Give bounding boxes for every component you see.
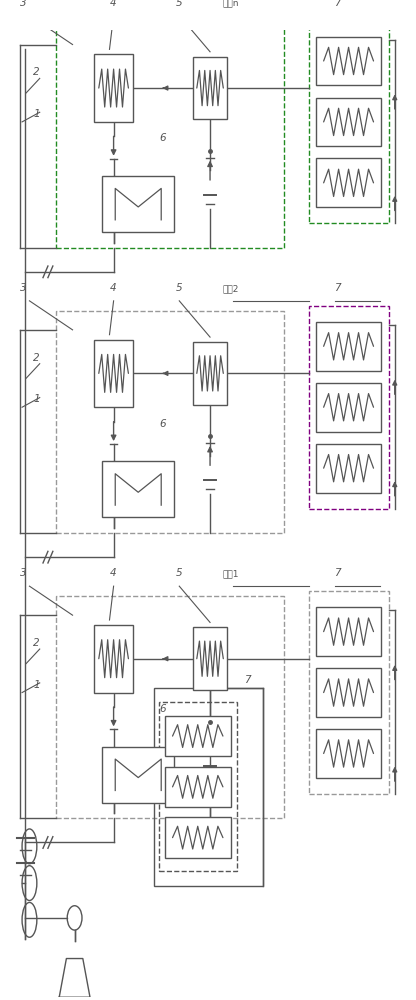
- Text: 1: 1: [33, 109, 40, 119]
- Bar: [56, 311, 284, 533]
- Text: 6: 6: [160, 704, 166, 714]
- Bar: [309, 306, 389, 509]
- Text: 5: 5: [176, 0, 183, 8]
- Bar: [309, 591, 389, 794]
- Bar: [316, 607, 381, 656]
- Text: 4: 4: [109, 283, 116, 293]
- Bar: [316, 37, 381, 85]
- Bar: [102, 747, 174, 803]
- Bar: [165, 767, 231, 807]
- Bar: [316, 383, 381, 432]
- Text: 4: 4: [109, 568, 116, 578]
- Bar: [159, 702, 237, 871]
- Text: 7: 7: [334, 568, 341, 578]
- Bar: [165, 716, 231, 756]
- Bar: [316, 158, 381, 207]
- Text: 3: 3: [20, 0, 27, 8]
- Bar: [193, 627, 228, 690]
- Text: 用戸1: 用戸1: [223, 569, 239, 578]
- Bar: [102, 176, 174, 232]
- Bar: [316, 322, 381, 371]
- Text: 2: 2: [33, 67, 40, 77]
- Text: 1: 1: [33, 680, 40, 690]
- Text: 7: 7: [334, 0, 341, 8]
- Text: 6: 6: [160, 133, 166, 143]
- Bar: [154, 688, 262, 886]
- Bar: [193, 342, 228, 405]
- Text: 用户n: 用户n: [223, 0, 239, 8]
- Bar: [56, 25, 284, 248]
- Bar: [193, 57, 228, 119]
- Text: 2: 2: [33, 638, 40, 648]
- Text: 7: 7: [244, 675, 250, 685]
- Text: 1: 1: [33, 394, 40, 404]
- Bar: [94, 340, 133, 407]
- Text: 6: 6: [160, 419, 166, 429]
- Bar: [316, 729, 381, 778]
- Bar: [102, 461, 174, 517]
- Text: 5: 5: [176, 283, 183, 293]
- Text: 5: 5: [176, 568, 183, 578]
- Text: 2: 2: [33, 353, 40, 363]
- Bar: [316, 98, 381, 146]
- Text: 7: 7: [334, 283, 341, 293]
- Text: 用戸2: 用戸2: [223, 284, 239, 293]
- Bar: [94, 625, 133, 693]
- Bar: [56, 596, 284, 818]
- Text: 3: 3: [20, 283, 27, 293]
- Bar: [165, 817, 231, 858]
- Bar: [316, 668, 381, 717]
- Text: 4: 4: [109, 0, 116, 8]
- Text: 3: 3: [20, 568, 27, 578]
- Bar: [94, 54, 133, 122]
- Bar: [309, 20, 389, 223]
- Bar: [316, 444, 381, 493]
